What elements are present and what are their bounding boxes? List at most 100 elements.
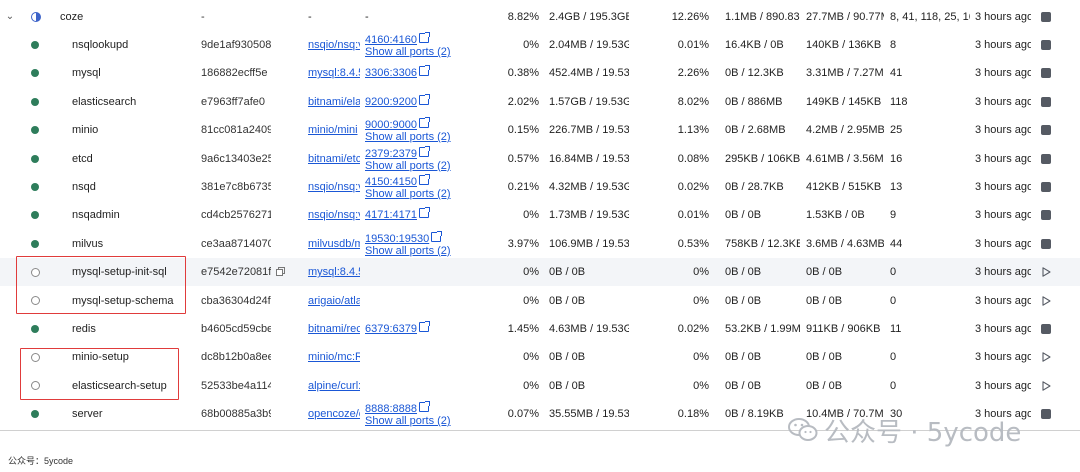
image-link[interactable]: nsqio/nsq:v — [308, 181, 360, 193]
status-icon — [31, 31, 43, 59]
port-link[interactable]: 6379:6379 — [365, 323, 417, 335]
stop-icon[interactable] — [1041, 68, 1051, 79]
table-row[interactable]: elasticsearch-setup 52533be4a114 alpine/cu… — [0, 372, 1080, 400]
table-row[interactable]: nsqadmin cd4cb2576271 nsqio/nsq:v 4171:4171… — [0, 201, 1080, 229]
group-row-coze[interactable]: ⌄ coze - - - 8.82% 2.4GB / 195.3GB 12.26… — [0, 3, 1080, 31]
external-link-icon[interactable] — [419, 321, 430, 332]
container-name[interactable]: etcd — [72, 152, 93, 165]
external-link-icon[interactable] — [419, 174, 430, 185]
image-link[interactable]: minio/mc:R — [308, 351, 360, 364]
table-row[interactable]: nsqd 381e7c8b6735 nsqio/nsq:v 4150:4150 Show… — [0, 173, 1080, 201]
play-icon[interactable] — [1041, 267, 1051, 277]
stop-icon[interactable] — [1041, 96, 1051, 107]
stop-icon[interactable] — [1041, 40, 1051, 50]
table-row[interactable]: elasticsearch e7963ff7afe0 bitnami/ela 9200… — [0, 88, 1080, 116]
table-row[interactable]: mysql 186882ecff5e mysql:8.4.5 3306:3306 0.3… — [0, 59, 1080, 87]
container-name[interactable]: elasticsearch — [72, 95, 137, 108]
container-name[interactable]: mysql — [72, 67, 101, 80]
external-link-icon[interactable] — [419, 65, 430, 77]
port-link[interactable]: 4171:4171 — [365, 209, 417, 222]
pids: 41 — [890, 67, 903, 80]
memory-percent: 0% — [693, 294, 709, 307]
stop-icon[interactable] — [1041, 125, 1051, 136]
table-row[interactable]: minio-setup dc8b12b0a8ee minio/mc:R 0% 0B / … — [0, 343, 1080, 371]
cpu-usage: 0% — [523, 266, 539, 279]
image-link[interactable]: bitnami/ela — [308, 95, 360, 108]
show-all-ports-link[interactable]: Show all ports (2) — [365, 159, 451, 172]
cpu-usage: 0% — [523, 209, 539, 222]
port-link[interactable]: 4160:4160 — [365, 34, 417, 46]
table-row[interactable]: etcd 9a6c13403e25 bitnami/etc 2379:2379 Show… — [0, 145, 1080, 173]
table-row[interactable]: server 68b00885a3b9 opencoze/c 8888:8888 Sho… — [0, 400, 1080, 428]
external-link-icon[interactable] — [419, 32, 430, 43]
play-icon[interactable] — [1041, 381, 1051, 391]
container-name[interactable]: nsqlookupd — [72, 39, 129, 51]
status-icon — [31, 372, 43, 400]
block-io: 1.53KB / 0B — [806, 209, 865, 222]
partial-status-icon — [31, 3, 43, 31]
play-icon[interactable] — [1041, 295, 1051, 306]
table-row[interactable]: minio 81cc081a2409 minio/mini 9000:9000 Show… — [0, 116, 1080, 144]
stop-icon[interactable] — [1041, 324, 1051, 334]
container-name[interactable]: nsqadmin — [72, 209, 120, 222]
external-link-icon[interactable] — [431, 230, 443, 242]
group-name[interactable]: coze — [60, 11, 84, 23]
image-link[interactable]: arigaio/atla — [308, 294, 360, 307]
container-name[interactable]: minio-setup — [72, 351, 129, 364]
copy-icon[interactable] — [276, 267, 285, 277]
memory-percent: 0.01% — [677, 39, 709, 51]
port-link[interactable]: 9000:9000 — [365, 119, 417, 132]
container-name[interactable]: mysql-setup-init-sql — [72, 266, 167, 279]
stop-icon[interactable] — [1041, 12, 1051, 22]
image-link[interactable]: nsqio/nsq:v — [308, 39, 360, 51]
play-icon[interactable] — [1041, 352, 1051, 363]
external-link-icon[interactable] — [419, 401, 430, 413]
container-name[interactable]: elasticsearch-setup — [72, 379, 167, 392]
container-name[interactable]: server — [72, 408, 103, 421]
stop-icon[interactable] — [1041, 153, 1051, 164]
stop-icon[interactable] — [1041, 210, 1051, 221]
cpu-usage: 8.82% — [507, 11, 539, 23]
port-link[interactable]: 8888:8888 — [365, 403, 417, 416]
stop-icon[interactable] — [1041, 238, 1051, 249]
external-link-icon[interactable] — [419, 145, 430, 157]
external-link-icon[interactable] — [419, 93, 430, 105]
block-io: 140KB / 136KB — [806, 39, 882, 51]
external-link-icon[interactable] — [419, 207, 430, 219]
external-link-icon[interactable] — [419, 117, 430, 129]
table-row[interactable]: milvus ce3aa8714070 milvusdb/m 19530:19530 S… — [0, 230, 1080, 258]
container-name[interactable]: redis — [72, 323, 96, 335]
show-all-ports-link[interactable]: Show all ports (2) — [365, 46, 451, 58]
show-all-ports-link[interactable]: Show all ports (2) — [365, 188, 451, 200]
stop-icon[interactable] — [1041, 182, 1051, 192]
image-link[interactable]: mysql:8.4.5 — [308, 67, 360, 80]
show-all-ports-link[interactable]: Show all ports (2) — [365, 244, 451, 257]
last-started: 3 hours ago — [975, 266, 1031, 279]
pids: 13 — [890, 181, 903, 193]
container-name[interactable]: minio — [72, 124, 99, 137]
image-link[interactable]: bitnami/rec — [308, 323, 360, 335]
port-link[interactable]: 9200:9200 — [365, 95, 417, 108]
image-link[interactable]: alpine/curl: — [308, 379, 360, 392]
image-link[interactable]: milvusdb/m — [308, 237, 360, 250]
show-all-ports-link[interactable]: Show all ports (2) — [365, 415, 451, 428]
image-link[interactable]: minio/mini — [308, 124, 358, 137]
image-link[interactable]: nsqio/nsq:v — [308, 209, 360, 222]
image-link[interactable]: opencoze/c — [308, 408, 360, 421]
table-row[interactable]: mysql-setup-schema cba36304d24f arigaio/at… — [0, 287, 1080, 315]
table-row[interactable]: redis b4605cd59cbe bitnami/rec 6379:6379 1.4… — [0, 315, 1080, 343]
table-row[interactable]: nsqlookupd 9de1af930508 nsqio/nsq:v 4160:41… — [0, 31, 1080, 59]
image-link[interactable]: bitnami/etc — [308, 152, 360, 165]
port-link[interactable]: 4150:4150 — [365, 176, 417, 188]
chevron-down-icon[interactable]: ⌄ — [5, 11, 15, 22]
container-name[interactable]: mysql-setup-schema — [72, 294, 174, 307]
table-row[interactable]: mysql-setup-init-sql e7542e72081f mysql:8.… — [0, 258, 1080, 287]
stop-icon[interactable] — [1041, 409, 1051, 420]
port-link[interactable]: 3306:3306 — [365, 67, 417, 80]
show-all-ports-link[interactable]: Show all ports (2) — [365, 131, 451, 144]
container-name[interactable]: milvus — [72, 237, 104, 250]
port-link[interactable]: 2379:2379 — [365, 147, 417, 160]
container-name[interactable]: nsqd — [72, 181, 96, 193]
port-link[interactable]: 19530:19530 — [365, 232, 430, 245]
image-link[interactable]: mysql:8.4.5 — [308, 266, 360, 279]
